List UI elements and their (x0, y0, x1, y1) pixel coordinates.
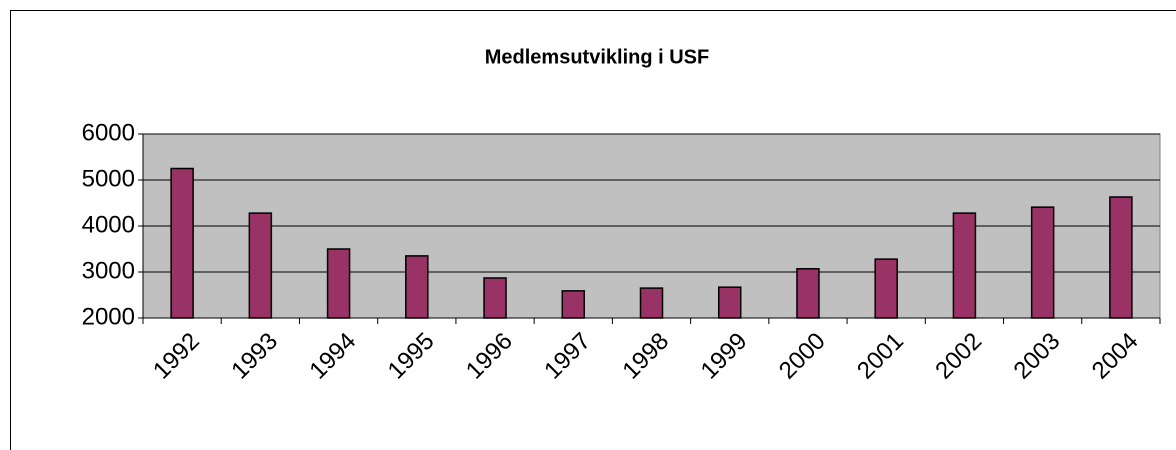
bar (1109, 196, 1133, 319)
chart-title: Medlemsutvikling i USF (485, 46, 709, 68)
bar (248, 212, 273, 319)
bar (483, 277, 507, 319)
bar (796, 268, 820, 319)
y-tick-label: 5000 (82, 165, 135, 192)
y-tick-label: 3000 (82, 257, 135, 284)
bar (639, 287, 664, 319)
bar (717, 286, 742, 319)
y-tick-label: 6000 (82, 119, 135, 146)
bar (952, 212, 977, 319)
bar (405, 255, 429, 319)
bar (874, 258, 898, 319)
bar (326, 248, 351, 319)
bar (561, 290, 586, 319)
chart-frame (10, 10, 1176, 450)
bar (1030, 206, 1055, 319)
y-tick-label: 2000 (82, 303, 135, 330)
bar (170, 167, 194, 319)
y-tick-label: 4000 (82, 211, 135, 238)
